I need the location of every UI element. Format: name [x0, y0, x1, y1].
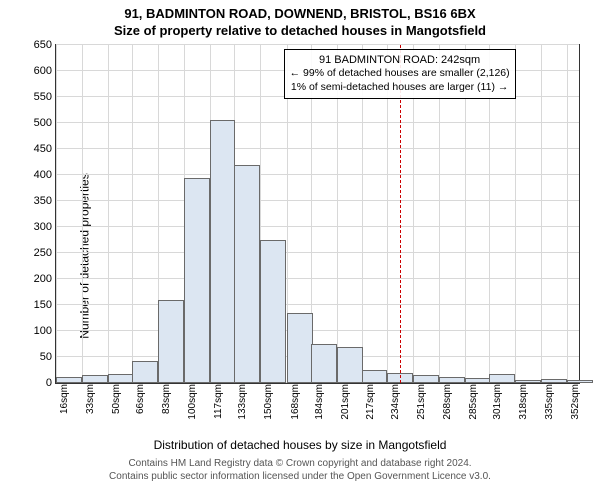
y-tick-label: 50 — [40, 351, 56, 363]
x-tick-label: 234sqm — [390, 384, 401, 420]
y-tick-label: 150 — [34, 299, 56, 311]
x-tick-label: 335sqm — [544, 384, 555, 420]
x-tick-label: 168sqm — [290, 384, 301, 420]
histogram-bar — [567, 380, 593, 383]
footer-line-2: Contains public sector information licen… — [0, 471, 600, 484]
x-tick-label: 100sqm — [187, 384, 198, 420]
histogram-bar — [439, 377, 465, 383]
annotation-line-3: 1% of semi-detached houses are larger (1… — [290, 81, 510, 95]
histogram-bar — [515, 380, 541, 383]
x-axis-label: Distribution of detached houses by size … — [0, 438, 600, 452]
histogram-bar — [287, 313, 313, 383]
histogram-bar — [311, 344, 337, 383]
histogram-bar — [158, 300, 184, 383]
gridline-vertical — [541, 45, 542, 383]
y-tick-label: 100 — [34, 325, 56, 337]
y-tick-label: 300 — [34, 221, 56, 233]
histogram-bar — [132, 361, 158, 383]
gridline-horizontal — [56, 122, 579, 123]
histogram-bar — [413, 375, 439, 383]
plot-area-wrap: 050100150200250300350400450500550600650 … — [55, 44, 580, 384]
y-tick-label: 500 — [34, 117, 56, 129]
x-tick-label: 16sqm — [59, 384, 70, 414]
x-tick-label: 217sqm — [365, 384, 376, 420]
gridline-horizontal — [56, 44, 579, 45]
gridline-horizontal — [56, 174, 579, 175]
x-tick-label: 133sqm — [237, 384, 248, 420]
footer-line-1: Contains HM Land Registry data © Crown c… — [0, 458, 600, 471]
x-ticks-holder: 16sqm 33sqm 50sqm 66sqm 83sqm 100sqm 117sqm 133… — [55, 384, 580, 436]
gridline-horizontal — [56, 200, 579, 201]
gridline-vertical — [56, 45, 57, 383]
y-tick-label: 450 — [34, 143, 56, 155]
x-tick-label: 301sqm — [492, 384, 503, 420]
y-tick-label: 200 — [34, 273, 56, 285]
plot-area: 050100150200250300350400450500550600650 … — [55, 44, 580, 384]
gridline-vertical — [132, 45, 133, 383]
gridline-horizontal — [56, 148, 579, 149]
gridline-horizontal — [56, 226, 579, 227]
x-tick-label: 33sqm — [85, 384, 96, 414]
y-tick-label: 650 — [34, 39, 56, 51]
annotation-line-2: ← 99% of detached houses are smaller (2,… — [290, 67, 510, 81]
histogram-bar — [234, 165, 260, 383]
histogram-bar — [210, 120, 236, 383]
y-tick-label: 350 — [34, 195, 56, 207]
y-tick-label: 250 — [34, 247, 56, 259]
histogram-bar — [465, 378, 491, 383]
chart-footer: Contains HM Land Registry data © Crown c… — [0, 458, 600, 483]
x-tick-label: 184sqm — [314, 384, 325, 420]
x-tick-label: 117sqm — [213, 384, 224, 419]
x-tick-label: 50sqm — [111, 384, 122, 414]
chart-container: { "title_line1": "91, BADMINTON ROAD, DO… — [0, 6, 600, 500]
gridline-vertical — [82, 45, 83, 383]
annotation-box: 91 BADMINTON ROAD: 242sqm ← 99% of detac… — [284, 49, 516, 99]
histogram-bar — [108, 374, 134, 383]
gridline-horizontal — [56, 252, 579, 253]
y-tick-label: 550 — [34, 91, 56, 103]
gridline-horizontal — [56, 330, 579, 331]
histogram-bar — [337, 347, 363, 383]
x-tick-label: 66sqm — [135, 384, 146, 414]
gridline-vertical — [108, 45, 109, 383]
histogram-bar — [82, 375, 108, 383]
annotation-line-1: 91 BADMINTON ROAD: 242sqm — [290, 53, 510, 67]
x-tick-label: 251sqm — [416, 384, 427, 420]
y-tick-label: 600 — [34, 65, 56, 77]
y-tick-label: 400 — [34, 169, 56, 181]
gridline-horizontal — [56, 278, 579, 279]
x-tick-label: 285sqm — [468, 384, 479, 420]
x-tick-label: 83sqm — [161, 384, 172, 414]
x-tick-label: 150sqm — [263, 384, 274, 420]
x-tick-label: 352sqm — [570, 384, 581, 420]
gridline-vertical — [567, 45, 568, 383]
chart-title-subtitle: Size of property relative to detached ho… — [0, 23, 600, 38]
histogram-bar — [56, 377, 82, 383]
histogram-bar — [489, 374, 515, 383]
histogram-bar — [541, 379, 567, 383]
gridline-horizontal — [56, 304, 579, 305]
histogram-bar — [362, 370, 388, 383]
x-tick-label: 268sqm — [442, 384, 453, 420]
histogram-bar — [184, 178, 210, 383]
chart-title-address: 91, BADMINTON ROAD, DOWNEND, BRISTOL, BS… — [0, 6, 600, 21]
x-tick-label: 318sqm — [518, 384, 529, 420]
histogram-bar — [260, 240, 286, 383]
x-tick-label: 201sqm — [340, 384, 351, 420]
